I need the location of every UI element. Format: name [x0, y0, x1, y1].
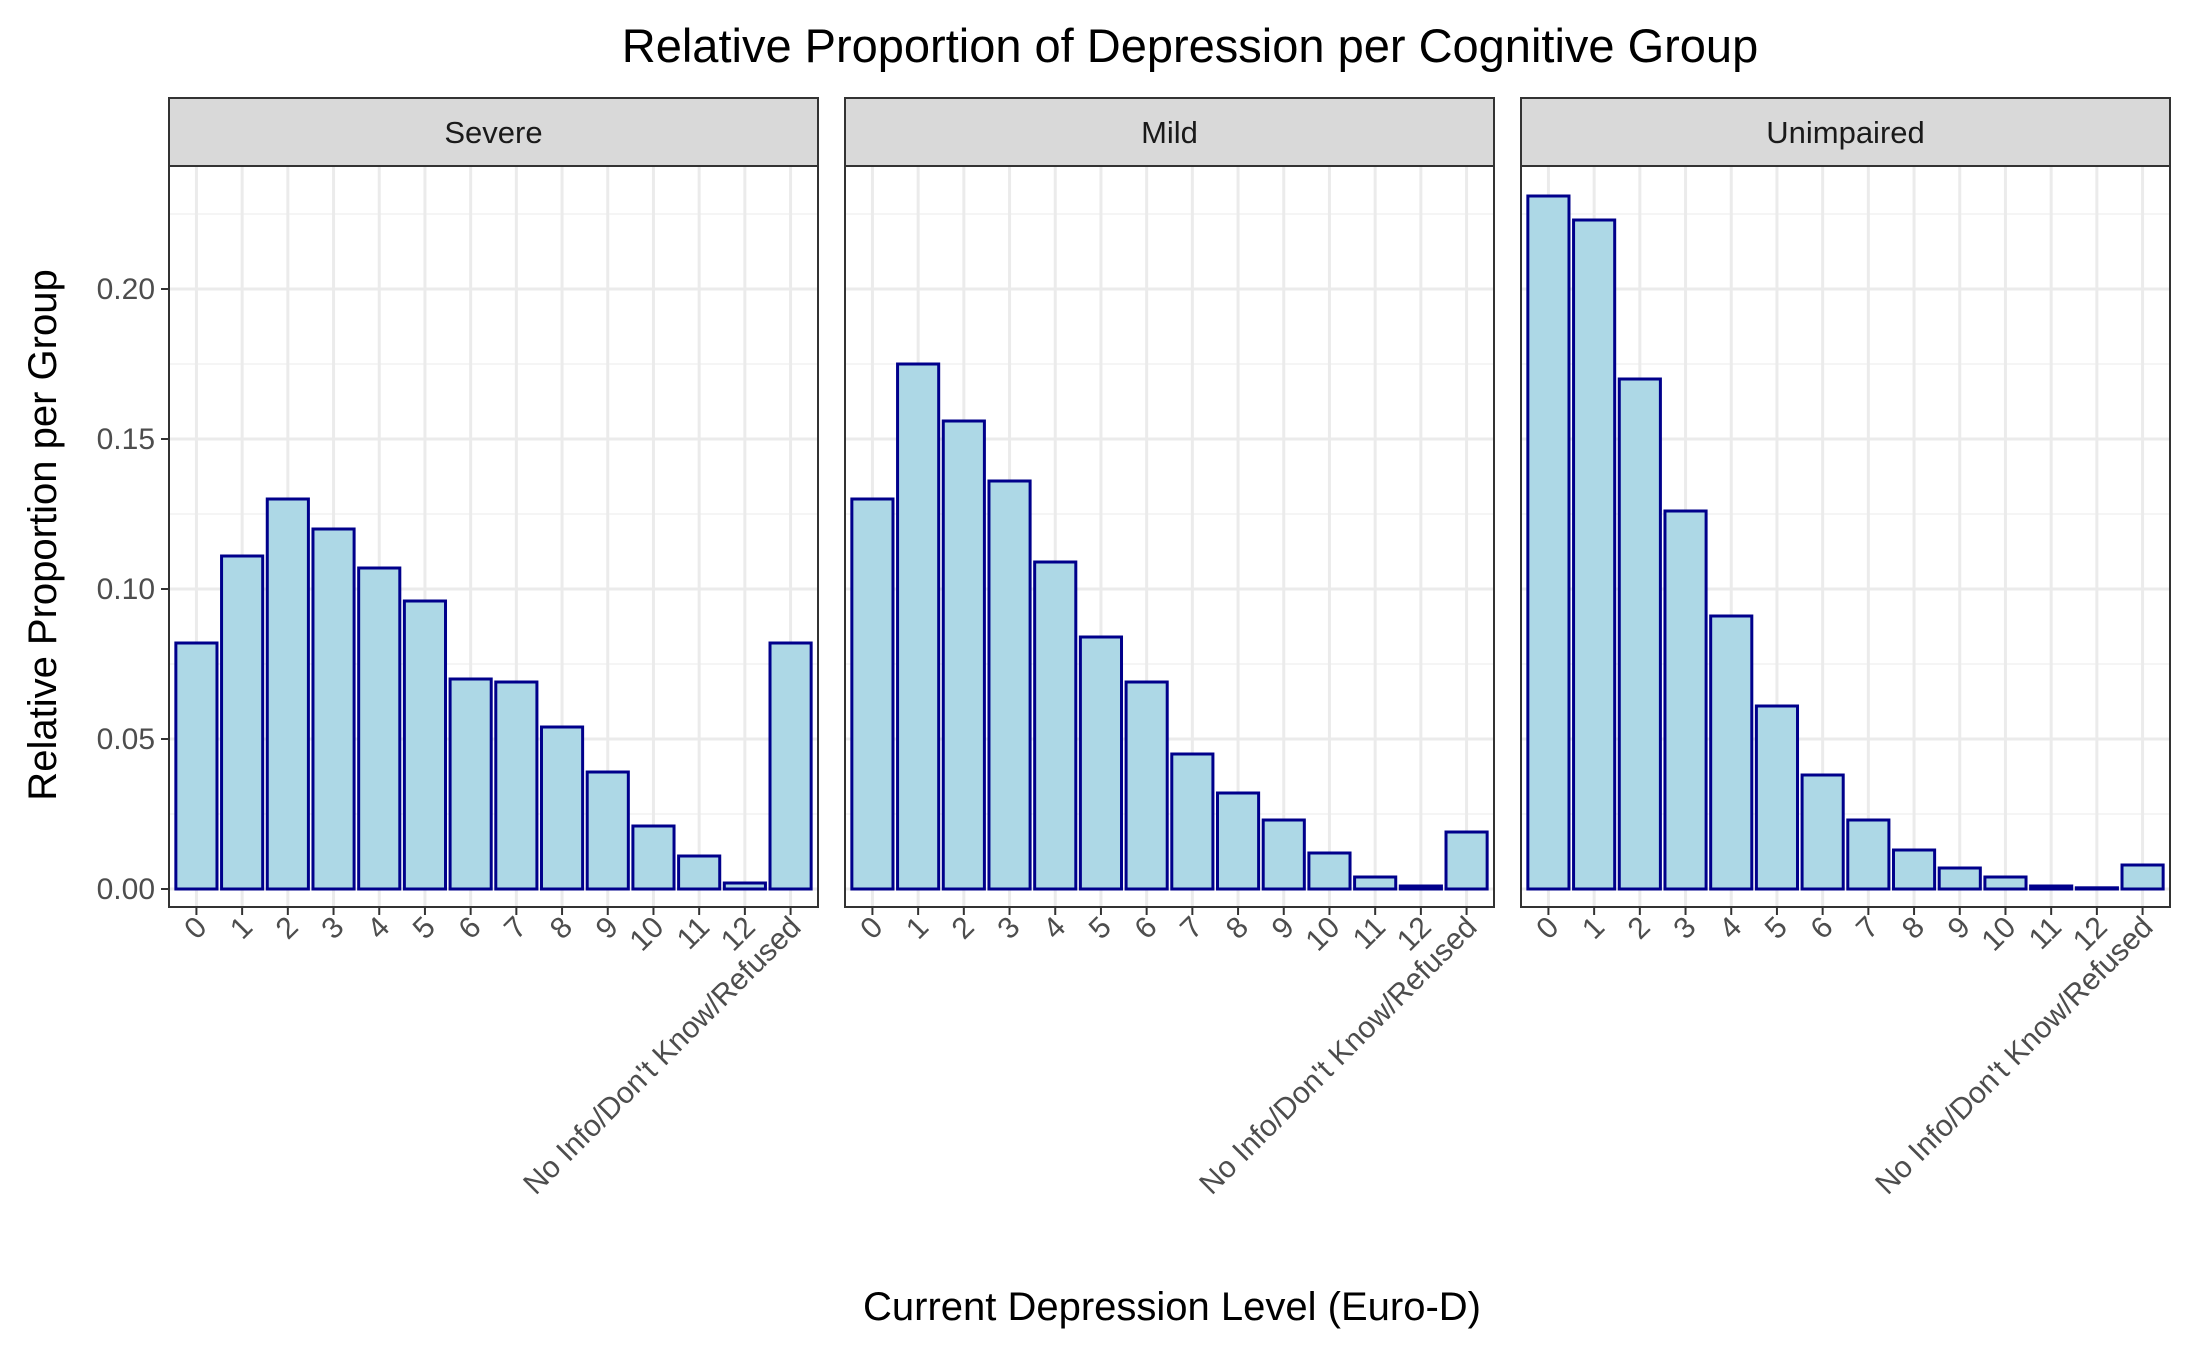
bar: [1078, 635, 1124, 891]
bar: [1846, 818, 1891, 891]
bar: [1754, 704, 1800, 891]
bar: [2029, 884, 2074, 891]
bar: [1526, 194, 1571, 891]
bar: [896, 362, 941, 891]
bar: [402, 599, 448, 891]
bar: [1261, 818, 1306, 891]
bar: [539, 725, 585, 891]
y-axis-title: Relative Proportion per Group: [21, 269, 65, 800]
bar: [1353, 875, 1398, 891]
bar: [1937, 866, 1982, 891]
chart-title: Relative Proportion of Depression per Co…: [622, 19, 1758, 72]
facet-strip: [844, 97, 1495, 167]
facet-strip: [1520, 97, 2171, 167]
bar: [1617, 377, 1662, 891]
bar: [448, 677, 493, 891]
bar: [722, 881, 767, 891]
bar: [1033, 560, 1078, 891]
bar: [311, 527, 356, 891]
facet-strip-label: Severe: [444, 115, 542, 150]
bar: [1398, 884, 1443, 891]
bar: [220, 554, 265, 891]
bar: [494, 680, 539, 891]
y-tick-label: 0.05: [97, 723, 155, 756]
bar: [1170, 752, 1215, 891]
bar: [2074, 886, 2119, 891]
bar: [585, 770, 630, 891]
bar: [631, 824, 676, 891]
facet-strip-label: Unimpaired: [1766, 115, 1925, 150]
bar: [1215, 791, 1261, 891]
bar: [1444, 830, 1489, 891]
bar: [357, 566, 402, 891]
y-tick-label: 0.10: [97, 573, 155, 606]
bar: [265, 497, 310, 891]
bar: [1124, 680, 1169, 891]
bar: [850, 497, 895, 891]
facet-strip: [168, 97, 819, 167]
y-axis: 0.00 0.05 0.10 0.15 0.20: [97, 273, 169, 906]
y-tick-label: 0.15: [97, 423, 155, 456]
bar: [1663, 509, 1708, 891]
y-tick-label: 0.20: [97, 273, 155, 306]
bar: [941, 419, 986, 891]
bar: [174, 641, 219, 891]
bar: [987, 479, 1032, 891]
facet-strip-label: Mild: [1141, 115, 1198, 150]
bar: [1572, 218, 1617, 891]
bar: [1983, 875, 2028, 891]
bar: [677, 854, 722, 891]
x-axis-title: Current Depression Level (Euro-D): [863, 1285, 1481, 1329]
bar: [768, 641, 813, 891]
bar: [1800, 773, 1845, 891]
bar: [1307, 851, 1352, 891]
bar: [1891, 848, 1937, 891]
bar: [2120, 863, 2165, 891]
y-tick-label: 0.00: [97, 873, 155, 906]
bar: [1709, 614, 1754, 891]
